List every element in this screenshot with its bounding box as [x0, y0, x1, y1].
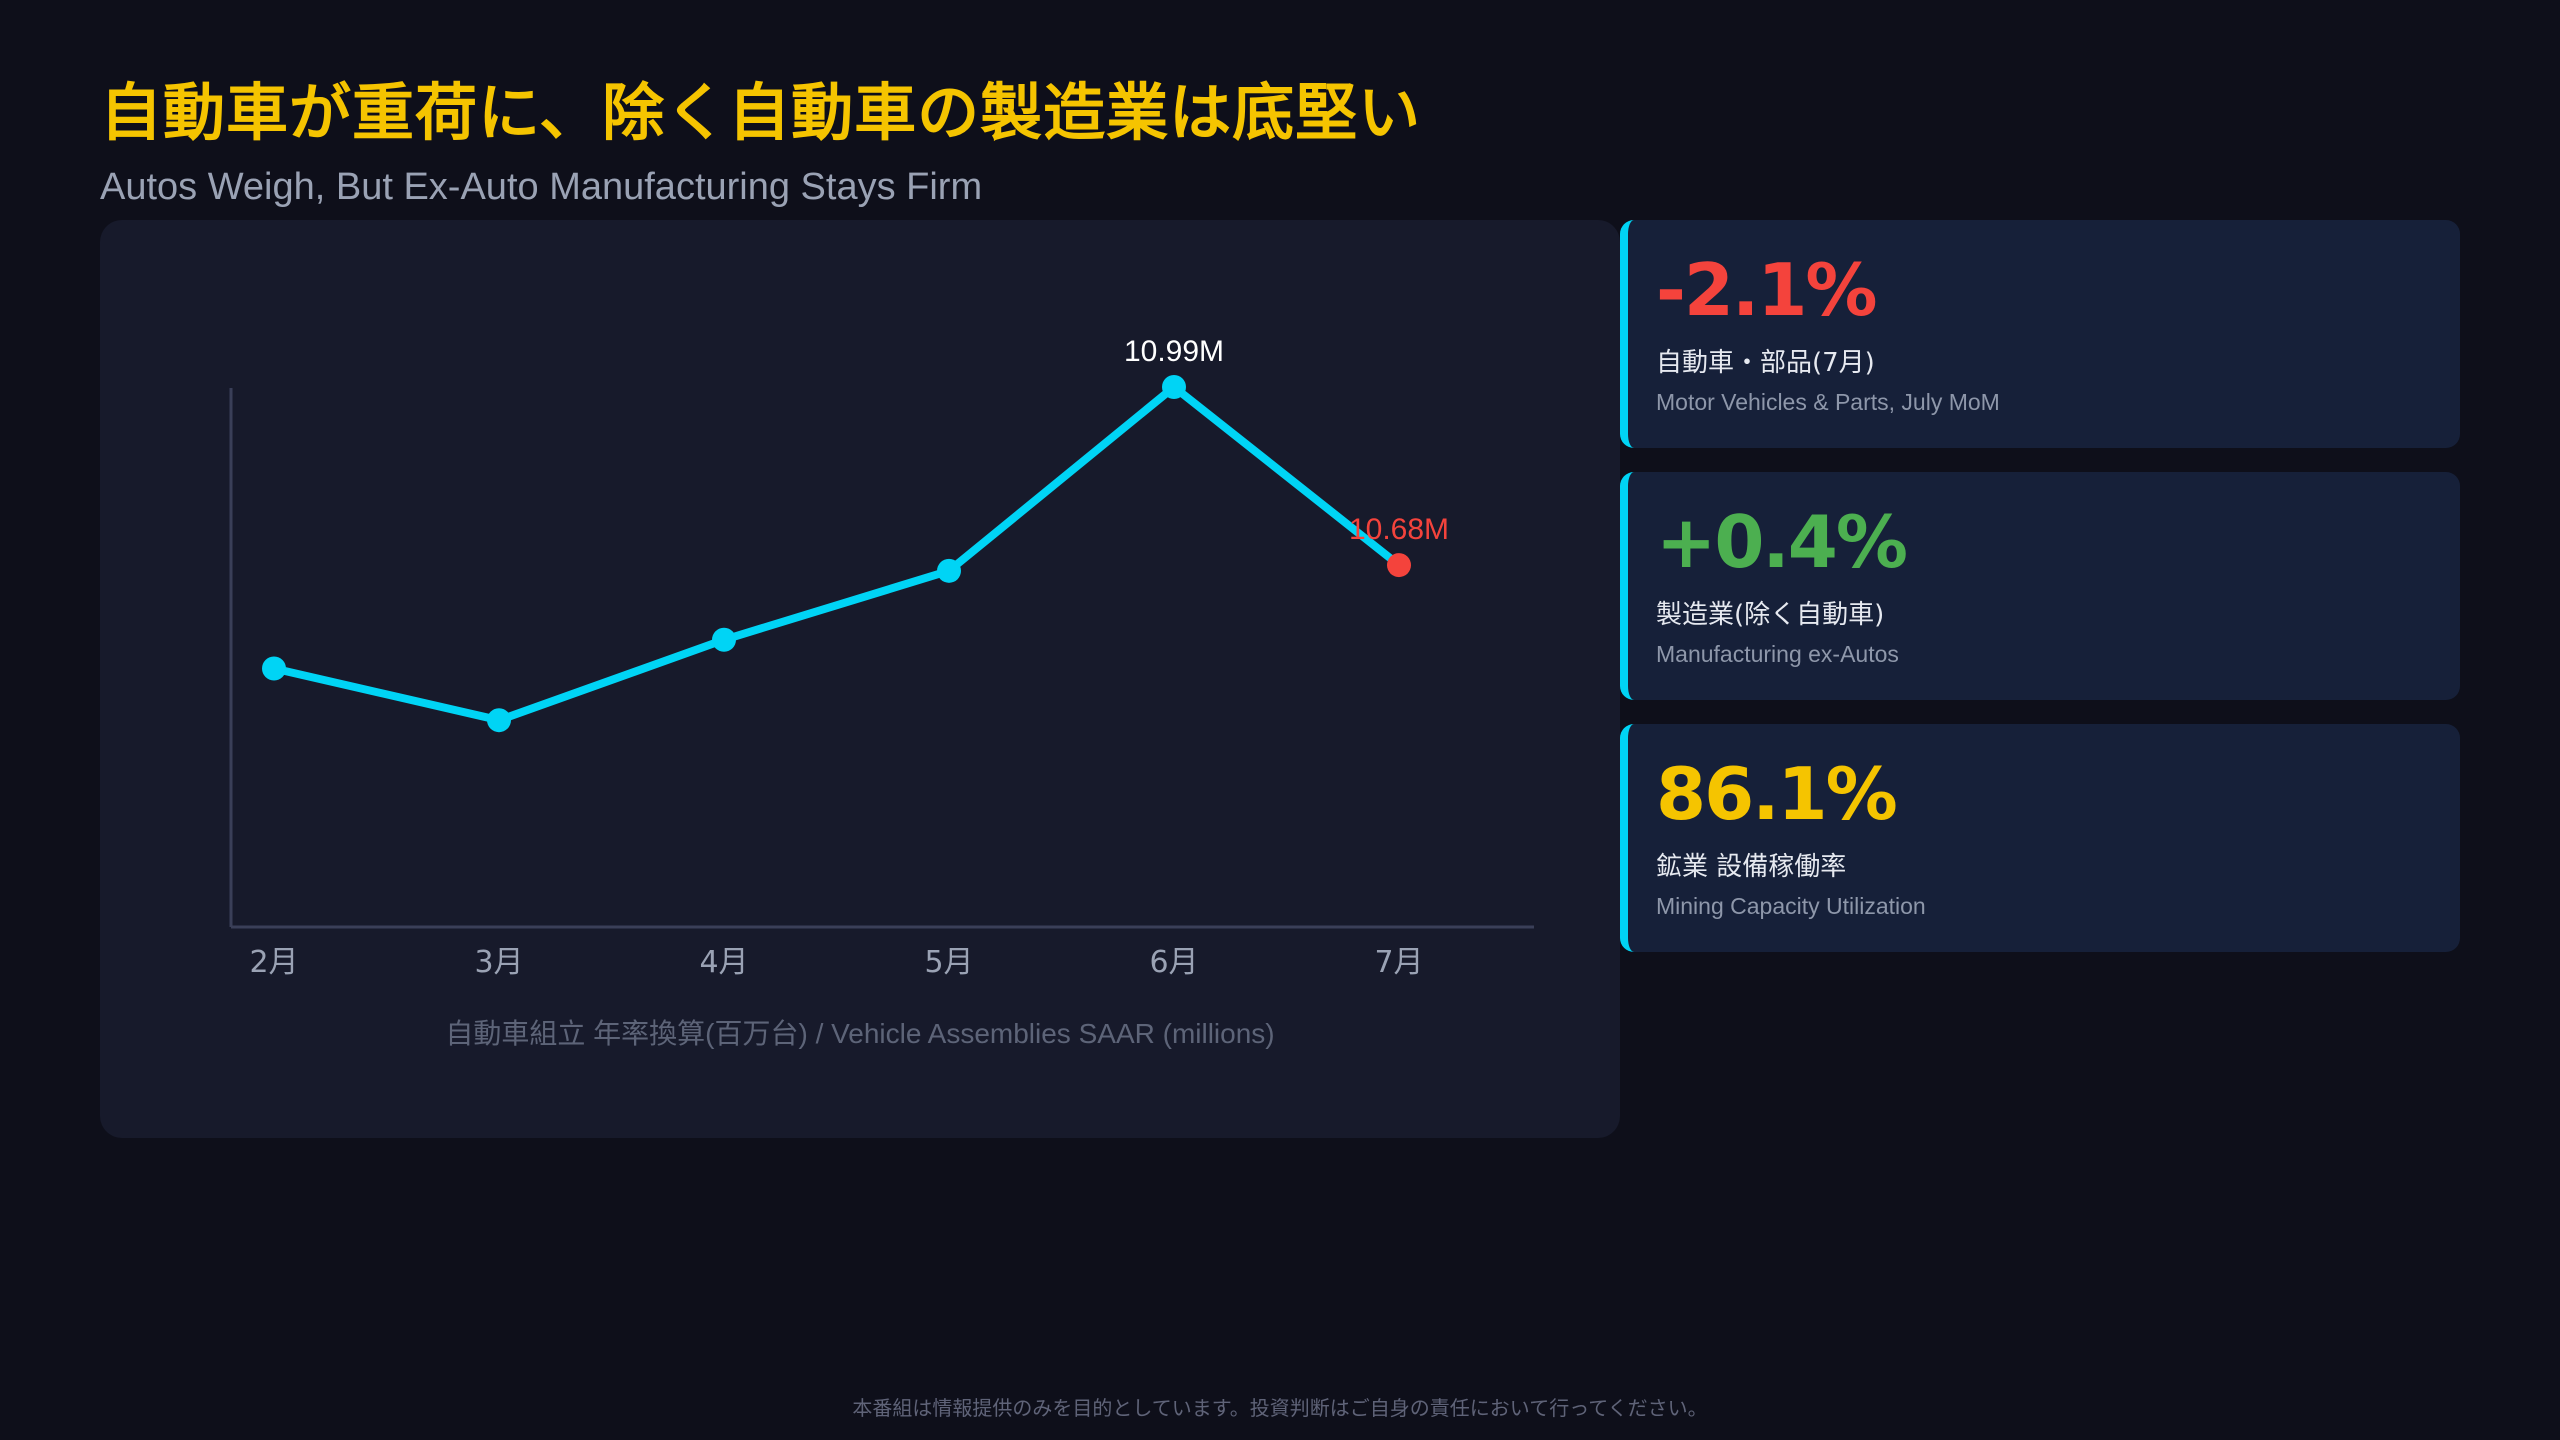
- x-tick-label: 3月: [474, 945, 523, 980]
- x-tick-label: 7月: [1374, 945, 1423, 980]
- line-chart: 2月 3月 4月 5月 6月 7月 10.99M 10.68M: [229, 335, 1534, 980]
- disclaimer: 本番組は情報提供のみを目的としています。投資判断はご自身の責任において行ってくだ…: [852, 1396, 1708, 1420]
- data-point: [1387, 553, 1411, 578]
- page-subtitle: Autos Weigh, But Ex-Auto Manufacturing S…: [100, 166, 983, 208]
- data-point: [487, 708, 511, 733]
- kpi-sublabel: Manufacturing ex-Autos: [1656, 641, 1899, 667]
- page-title: 自動車が重荷に、除く自動車の製造業は底堅い: [100, 76, 1422, 149]
- kpi-label: 鉱業 設備稼働率: [1656, 852, 1847, 882]
- series-line: [270, 383, 1403, 725]
- x-tick-label: 4月: [699, 945, 748, 980]
- kpi-card-mining-utilization: 86.1% 鉱業 設備稼働率 Mining Capacity Utilizati…: [1620, 724, 2460, 952]
- kpi-label: 製造業(除く自動車): [1656, 600, 1885, 630]
- kpi-card-motor-vehicles: -2.1% 自動車・部品(7月) Motor Vehicles & Parts,…: [1620, 220, 2460, 448]
- data-point: [712, 627, 736, 652]
- kpi-value: -2.1%: [1656, 248, 1878, 332]
- kpi-card-manufacturing-ex-autos: +0.4% 製造業(除く自動車) Manufacturing ex-Autos: [1620, 472, 2460, 700]
- data-label: 10.68M: [1349, 513, 1449, 546]
- kpi-label: 自動車・部品(7月): [1656, 348, 1875, 378]
- x-tick-label: 5月: [924, 945, 973, 980]
- data-label: 10.99M: [1124, 335, 1224, 368]
- kpi-value: 86.1%: [1656, 752, 1898, 836]
- data-point: [262, 656, 286, 681]
- chart-panel: 2月 3月 4月 5月 6月 7月 10.99M 10.68M 自動車組立 年率換算(百万台)…: [100, 220, 1620, 1138]
- kpi-sublabel: Mining Capacity Utilization: [1656, 893, 1926, 919]
- x-tick-label: 2月: [249, 945, 298, 980]
- x-tick-label: 6月: [1149, 945, 1198, 980]
- kpi-value: +0.4%: [1656, 500, 1908, 584]
- kpi-sublabel: Motor Vehicles & Parts, July MoM: [1656, 389, 2000, 415]
- chart-caption: 自動車組立 年率換算(百万台) / Vehicle Assemblies SAA…: [445, 1018, 1275, 1049]
- data-point: [1162, 375, 1186, 399]
- data-point: [937, 558, 961, 583]
- kpi-stack: -2.1% 自動車・部品(7月) Motor Vehicles & Parts,…: [1620, 220, 2460, 976]
